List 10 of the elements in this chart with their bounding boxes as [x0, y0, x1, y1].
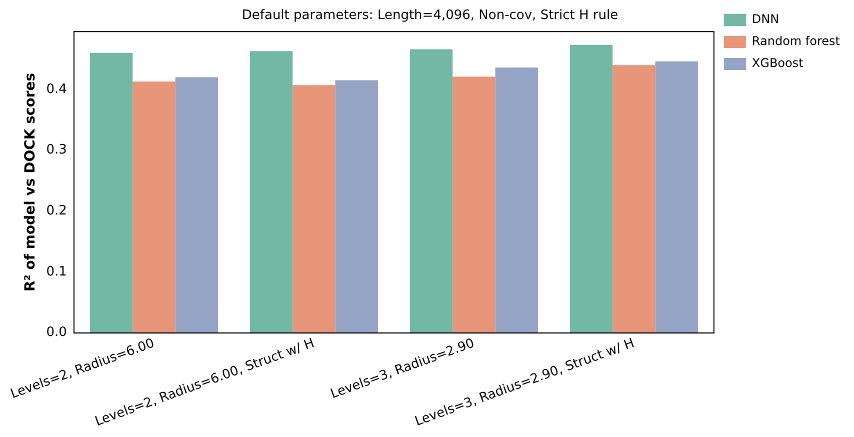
y-tick-label: 0.0: [46, 325, 67, 340]
legend-label: Random forest: [752, 34, 840, 48]
y-tick-label: 0.1: [46, 264, 67, 280]
chart-title: Default parameters: Length=4,096, Non-cov, Strict H rule: [242, 8, 618, 24]
y-axis-title: R² of model vs DOCK scores: [22, 72, 39, 292]
y-tick-label: 0.2: [46, 204, 67, 219]
y-tick-label: 0.3: [46, 142, 67, 158]
legend-label: DNN: [752, 12, 780, 26]
y-tick-label: 0.4: [46, 82, 67, 97]
legend-label: XGBoost: [752, 56, 804, 70]
